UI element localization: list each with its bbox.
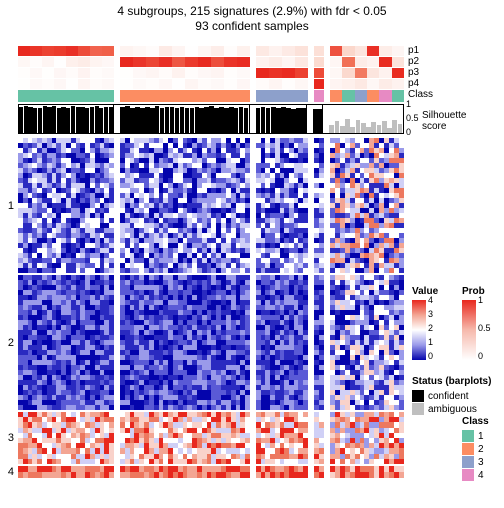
legend-status-barplots-: Status (barplots)confidentambiguous: [412, 376, 491, 416]
anno-row-p3: [18, 68, 404, 78]
row-group-label-1: 1: [8, 200, 14, 212]
heatmap-row-group-2: [18, 275, 404, 410]
heatmap-row-group-1: [18, 138, 404, 273]
anno-label-p4: p4: [408, 78, 419, 89]
silhouette-label: Silhouettescore: [422, 110, 466, 132]
row-group-label-2: 2: [8, 337, 14, 349]
row-group-label-4: 4: [8, 466, 14, 478]
chart-subtitle: 93 confident samples: [0, 19, 504, 33]
silhouette-track: [18, 104, 404, 136]
heatmap-row-group-4: [18, 466, 404, 478]
anno-label-Class: Class: [408, 89, 433, 100]
legend-class: Class1234: [462, 416, 489, 482]
chart-title: 4 subgroups, 215 signatures (2.9%) with …: [0, 4, 504, 18]
anno-label-p1: p1: [408, 45, 419, 56]
heatmap: [18, 138, 404, 480]
anno-label-p2: p2: [408, 56, 419, 67]
anno-row-p1: [18, 46, 404, 56]
heatmap-row-group-3: [18, 412, 404, 464]
anno-row-p2: [18, 57, 404, 67]
legend-prob: Prob10.50: [462, 286, 485, 360]
row-group-label-3: 3: [8, 432, 14, 444]
annotation-tracks: [18, 46, 404, 103]
anno-row-Class: [18, 90, 404, 102]
anno-row-p4: [18, 79, 404, 89]
legend-value: Value43210: [412, 286, 438, 360]
anno-label-p3: p3: [408, 67, 419, 78]
